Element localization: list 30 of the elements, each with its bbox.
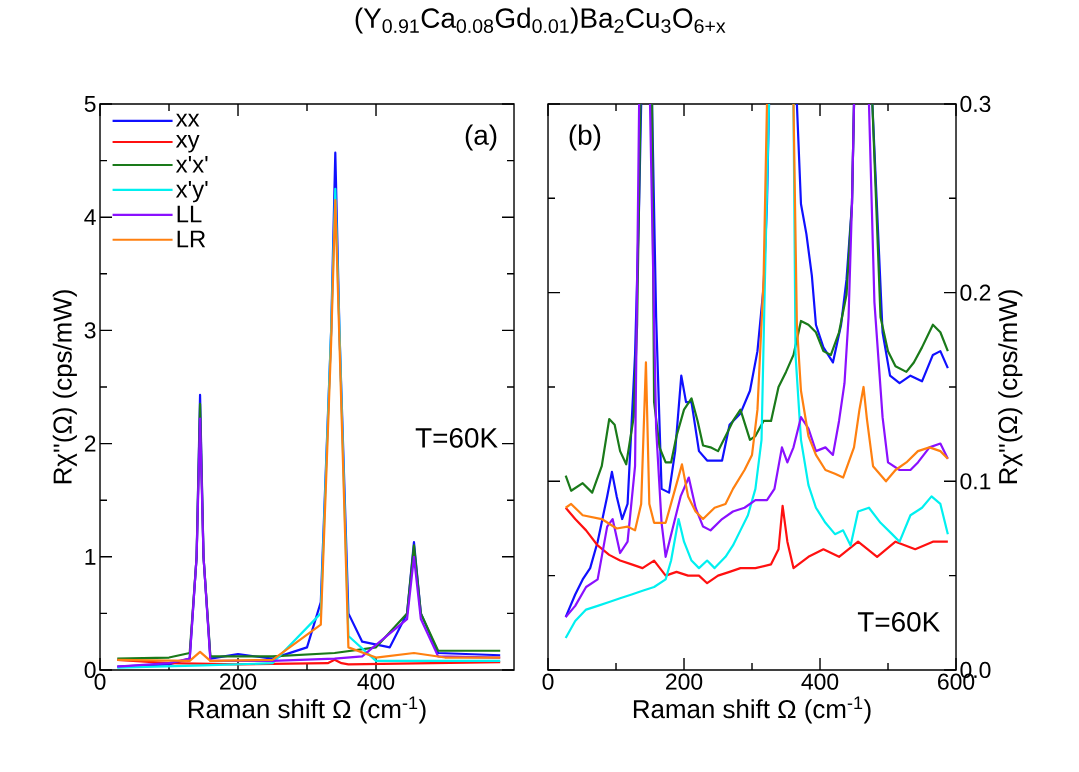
x-axis-title: Raman shift Ω (cm$^{-1}$) bbox=[633, 696, 871, 724]
x-tick-label: 200 bbox=[666, 673, 703, 690]
chart-title: (Y$_{0.91}$Ca$_{0.08}$Gd$_{0.01}$)Ba$_{2}$Cu$_{3}$O$_{6+x}$ bbox=[355, 7, 726, 34]
annotation: (b) bbox=[569, 124, 601, 151]
y-axis-title: Rχ''(Ω) (cps/mW) bbox=[52, 290, 77, 484]
legend-label: xx bbox=[175, 113, 200, 127]
annotation: T=60K bbox=[415, 428, 498, 448]
y-tick-label: 0.1 bbox=[960, 473, 991, 490]
x-tick-label: 400 bbox=[801, 673, 839, 690]
y-tick-label: 0 bbox=[84, 661, 96, 679]
y-axis-title: Rχ''(Ω) (cps/mW) bbox=[998, 290, 1023, 484]
legend-label: x'y' bbox=[175, 180, 208, 203]
y-tick-label: 0.3 bbox=[960, 95, 991, 113]
x-axis-title: Raman shift Ω (cm$^{-1}$) bbox=[188, 696, 426, 724]
y-tick-label: 5 bbox=[84, 95, 96, 112]
y-tick-label: 0.2 bbox=[960, 284, 991, 301]
line-series bbox=[564, 504, 949, 585]
legend-label: LR bbox=[177, 230, 206, 248]
x-tick-label: 0 bbox=[542, 673, 554, 690]
legend-label: LL bbox=[177, 205, 202, 223]
annotation: T=60K bbox=[857, 612, 940, 632]
x-tick-label: 400 bbox=[357, 673, 395, 690]
annotation: (a) bbox=[465, 124, 497, 151]
legend-label: xy bbox=[175, 134, 200, 153]
x-tick-label: 200 bbox=[220, 673, 257, 690]
y-tick-label: 2 bbox=[84, 435, 96, 452]
y-tick-label: 4 bbox=[84, 209, 96, 226]
y-tick-label: 1 bbox=[85, 548, 96, 565]
legend-label: x'x' bbox=[175, 156, 208, 173]
y-tick-label: 3 bbox=[84, 322, 96, 339]
